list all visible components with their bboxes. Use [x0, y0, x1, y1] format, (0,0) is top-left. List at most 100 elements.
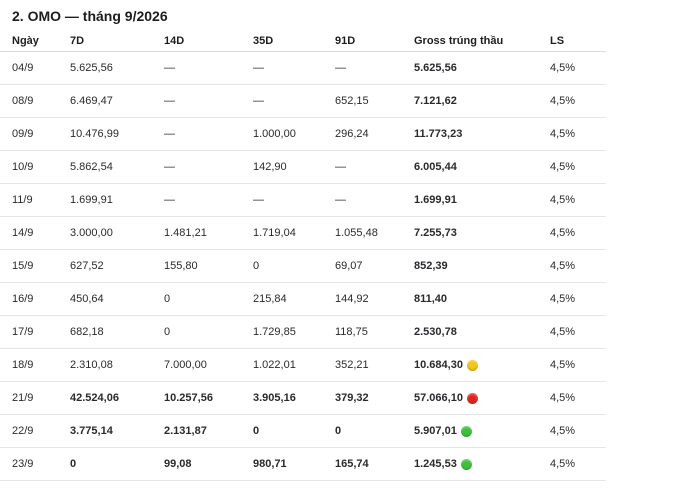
gross-value-group: 811,40 [414, 293, 447, 305]
cell-7d: 5.862,54 [58, 150, 152, 184]
cell-ls: 4,5% [538, 348, 606, 382]
cell-gross: 1.699,91 [402, 183, 538, 217]
cell-7d: 682,18 [58, 315, 152, 349]
cell-14d: — [152, 117, 241, 151]
gross-value: 852,39 [414, 260, 448, 272]
cell-day: 18/9 [0, 348, 58, 382]
gross-value: 1.245,53 [414, 458, 457, 470]
gross-value: 7.255,73 [414, 227, 457, 239]
table-row: 21/9 42.524,06 10.257,56 3.905,16 379,32 57.0… [0, 381, 606, 415]
cell-35d: 215,84 [241, 282, 323, 316]
gross-value: 7.121,62 [414, 95, 457, 107]
cell-ls: 4,5% [538, 414, 606, 448]
table-row: 16/9 450,64 0 215,84 144,92 811,40 4,5% [0, 282, 606, 316]
cell-91d: 352,21 [323, 348, 402, 382]
section-title: 2. OMO — tháng 9/2026 [12, 8, 168, 24]
cell-day: 09/9 [0, 117, 58, 151]
gross-value-group: 7.121,62 [414, 95, 457, 107]
status-green-circle-icon [460, 425, 472, 437]
cell-35d: 142,90 [241, 150, 323, 184]
cell-gross: 5.907,01 [402, 414, 538, 448]
gross-value-group: 852,39 [414, 260, 448, 272]
cell-91d: 379,32 [323, 381, 402, 415]
cell-day: 14/9 [0, 216, 58, 250]
cell-14d: 155,80 [152, 249, 241, 283]
cell-7d: 6.469,47 [58, 84, 152, 118]
cell-day: 17/9 [0, 315, 58, 349]
cell-35d: 980,71 [241, 447, 323, 481]
cell-35d: 3.905,16 [241, 381, 323, 415]
gross-value-group: 2.530,78 [414, 326, 457, 338]
cell-gross: 6.005,44 [402, 150, 538, 184]
cell-91d: 144,92 [323, 282, 402, 316]
cell-ls: 4,5% [538, 381, 606, 415]
gross-value: 2.530,78 [414, 326, 457, 338]
gross-value: 57.066,10 [414, 392, 463, 404]
cell-day: 21/9 [0, 381, 58, 415]
cell-91d: 118,75 [323, 315, 402, 349]
gross-value: 10.684,30 [414, 359, 463, 371]
cell-ls: 4,5% [538, 117, 606, 151]
table-header-row: Ngày 7D 14D 35D 91D Gross trúng thầu LS [0, 30, 606, 52]
table-row: 22/9 3.775,14 2.131,87 0 0 5.907,01 4,5% [0, 414, 606, 448]
column-header-35d: 35D [241, 30, 323, 52]
cell-gross: 1.245,53 [402, 447, 538, 481]
cell-gross: 7.255,73 [402, 216, 538, 250]
cell-91d: — [323, 150, 402, 184]
cell-day: 10/9 [0, 150, 58, 184]
gross-value: 5.907,01 [414, 425, 457, 437]
column-header-7d: 7D [58, 30, 152, 52]
cell-14d: 99,08 [152, 447, 241, 481]
gross-value-group: 1.245,53 [414, 458, 472, 470]
cell-gross: 10.684,30 [402, 348, 538, 382]
cell-7d: 42.524,06 [58, 381, 152, 415]
gross-value: 6.005,44 [414, 161, 457, 173]
cell-ls: 4,5% [538, 84, 606, 118]
gross-value-group: 10.684,30 [414, 359, 478, 371]
cell-91d: 652,15 [323, 84, 402, 118]
gross-value: 5.625,56 [414, 62, 457, 74]
cell-7d: 2.310,08 [58, 348, 152, 382]
status-red-circle-icon [466, 392, 478, 404]
cell-91d: 1.055,48 [323, 216, 402, 250]
table-body: 04/9 5.625,56— — —5.625,56 4,5% 08/9 6.469,47—… [0, 51, 606, 481]
cell-ls: 4,5% [538, 51, 606, 85]
cell-7d: 0 [58, 447, 152, 481]
cell-gross: 11.773,23 [402, 117, 538, 151]
gross-value-group: 5.907,01 [414, 425, 472, 437]
cell-91d: — [323, 51, 402, 85]
cell-14d: 0 [152, 282, 241, 316]
omo-table: Ngày 7D 14D 35D 91D Gross trúng thầu LS … [0, 30, 606, 481]
gross-value: 11.773,23 [414, 128, 463, 140]
cell-35d: — [241, 51, 323, 85]
cell-ls: 4,5% [538, 150, 606, 184]
table-row: 23/9 0 99,08 980,71 165,74 1.245,53 4,5% [0, 447, 606, 481]
gross-value-group: 6.005,44 [414, 161, 457, 173]
cell-gross: 57.066,10 [402, 381, 538, 415]
cell-day: 08/9 [0, 84, 58, 118]
cell-day: 11/9 [0, 183, 58, 217]
table-row: 14/9 3.000,00 1.481,21 1.719,04 1.055,48 7.25… [0, 216, 606, 250]
cell-ls: 4,5% [538, 282, 606, 316]
cell-7d: 3.775,14 [58, 414, 152, 448]
status-green-circle-icon [460, 458, 472, 470]
cell-gross: 2.530,78 [402, 315, 538, 349]
gross-value: 1.699,91 [414, 194, 457, 206]
gross-value-group: 57.066,10 [414, 392, 478, 404]
table-row: 10/9 5.862,54—142,90—6.005,44 4,5% [0, 150, 606, 184]
cell-14d: 2.131,87 [152, 414, 241, 448]
cell-7d: 627,52 [58, 249, 152, 283]
cell-14d: — [152, 183, 241, 217]
cell-35d: — [241, 84, 323, 118]
gross-value: 811,40 [414, 293, 448, 305]
table-row: 04/9 5.625,56— — —5.625,56 4,5% [0, 51, 606, 85]
column-header-14d: 14D [152, 30, 241, 52]
cell-ls: 4,5% [538, 315, 606, 349]
cell-day: 23/9 [0, 447, 58, 481]
cell-91d: 296,24 [323, 117, 402, 151]
cell-91d: 69,07 [323, 249, 402, 283]
column-header-91d: 91D [323, 30, 402, 52]
cell-14d: 0 [152, 315, 241, 349]
cell-14d: 10.257,56 [152, 381, 241, 415]
